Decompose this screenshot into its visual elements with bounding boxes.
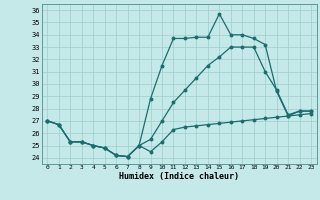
X-axis label: Humidex (Indice chaleur): Humidex (Indice chaleur) [119, 172, 239, 181]
